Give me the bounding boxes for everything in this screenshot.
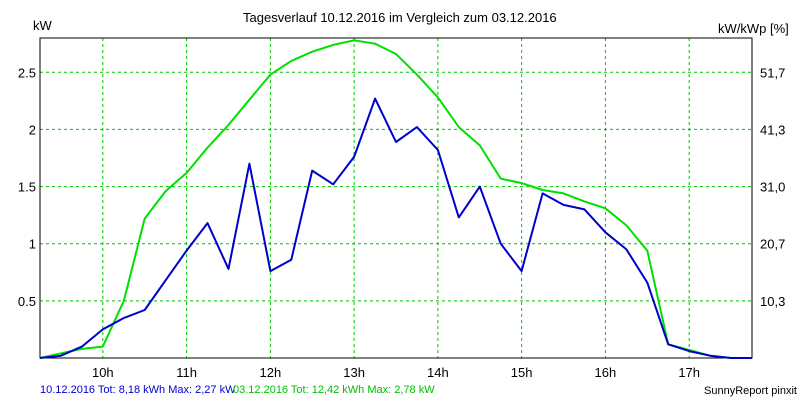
y-tick-left: 0.5 xyxy=(18,294,36,309)
x-tick: 14h xyxy=(427,365,449,380)
y-tick-right: 41,3 xyxy=(760,122,785,137)
series-line-1 xyxy=(39,97,752,359)
x-tick: 11h xyxy=(176,365,197,380)
legend-series-2: 03.12.2016 Tot: 12,42 kWh Max: 2,78 kW xyxy=(233,384,435,396)
x-tick: 17h xyxy=(678,365,700,380)
y-axis-right-label: kW/kWp [%] xyxy=(718,21,789,36)
x-tick: 13h xyxy=(343,365,365,380)
x-tick: 15h xyxy=(511,365,533,380)
legend-series-1: 10.12.2016 Tot: 8,18 kWh Max: 2,27 kW xyxy=(40,384,236,396)
y-tick-right: 10,3 xyxy=(760,294,785,309)
y-tick-right: 51,7 xyxy=(760,65,785,80)
x-tick: 16h xyxy=(595,365,617,380)
y-axis-left-label: kW xyxy=(33,18,52,33)
y-tick-left: 1 xyxy=(29,237,36,252)
x-tick: 10h xyxy=(92,365,114,380)
y-tick-right: 31,0 xyxy=(760,180,785,195)
chart-title: Tagesverlauf 10.12.2016 im Vergleich zum… xyxy=(243,10,557,25)
y-tick-right: 20,7 xyxy=(760,237,785,252)
y-tick-left: 1.5 xyxy=(18,180,36,195)
y-tick-left: 2.5 xyxy=(18,65,36,80)
series-line-2 xyxy=(39,39,752,359)
plot-frame xyxy=(39,37,753,359)
credit-text: SunnyReport pinxit xyxy=(704,385,797,397)
y-tick-left: 2 xyxy=(29,122,36,137)
chart-grid xyxy=(40,38,752,358)
x-tick: 12h xyxy=(260,365,282,380)
